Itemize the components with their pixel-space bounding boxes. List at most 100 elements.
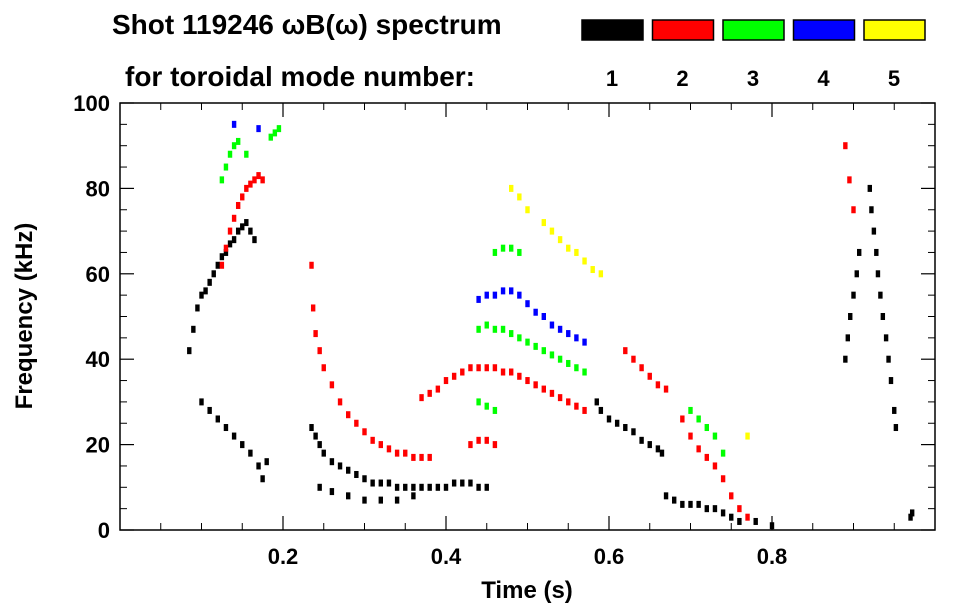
data-point-n2: [468, 364, 473, 372]
data-point-n2: [720, 475, 726, 483]
legend: 1 2 3 4 5: [581, 19, 926, 91]
data-point-n5: [574, 248, 579, 256]
legend-label-4: 4: [817, 66, 830, 91]
data-point-n1: [235, 227, 241, 235]
data-point-n2: [525, 377, 530, 385]
data-point-n2: [219, 261, 225, 269]
data-point-n2: [227, 227, 233, 235]
data-point-n4: [533, 308, 538, 316]
data-point-n1: [411, 483, 416, 491]
legend-label-2: 2: [676, 66, 688, 91]
data-point-n1: [851, 291, 856, 299]
series-n2: [219, 142, 856, 521]
data-point-n1: [215, 261, 220, 269]
data-point-n3: [582, 368, 587, 376]
data-point-n1: [231, 236, 237, 244]
data-point-n1: [346, 466, 351, 474]
data-point-n2: [647, 372, 652, 380]
data-point-n1: [623, 424, 628, 432]
y-tick-label: 40: [86, 347, 110, 372]
legend-label-5: 5: [888, 66, 900, 91]
y-tick-label: 20: [86, 433, 110, 458]
data-point-n1: [260, 475, 265, 483]
data-point-n1: [321, 449, 326, 457]
data-point-n1: [215, 415, 220, 423]
data-point-n1: [443, 483, 449, 491]
data-point-n1: [451, 479, 457, 487]
data-point-n1: [191, 325, 196, 333]
data-point-n1: [346, 492, 351, 500]
data-point-n2: [411, 453, 416, 461]
data-point-n4: [574, 334, 579, 342]
data-point-n2: [851, 206, 856, 214]
data-point-n2: [427, 389, 432, 397]
data-point-n4: [509, 287, 514, 295]
data-point-n2: [419, 453, 424, 461]
data-point-n1: [187, 347, 192, 355]
data-point-n1: [223, 248, 229, 256]
data-point-n3: [509, 330, 514, 338]
y-tick-label: 80: [86, 176, 110, 201]
data-point-n1: [223, 424, 229, 432]
data-point-n4: [566, 330, 571, 338]
data-point-n1: [264, 458, 269, 466]
series-layer: [187, 120, 915, 530]
data-point-n2: [688, 432, 693, 440]
data-point-n3: [484, 321, 489, 329]
data-point-n2: [484, 364, 489, 372]
data-point-n1: [378, 496, 383, 504]
data-point-n3: [492, 248, 498, 256]
data-point-n1: [639, 436, 644, 444]
data-point-n1: [843, 355, 848, 363]
data-point-n2: [346, 411, 351, 419]
data-point-n1: [845, 334, 850, 342]
y-tick-label: 100: [73, 91, 110, 116]
data-point-n2: [468, 441, 473, 449]
plot-frame: [119, 102, 936, 531]
data-point-n2: [476, 364, 481, 372]
data-point-n1: [769, 522, 775, 530]
data-point-n4: [476, 295, 481, 303]
data-point-n3: [476, 398, 481, 406]
data-point-n1: [240, 441, 245, 449]
data-point-n2: [240, 193, 245, 201]
series-n4: [231, 120, 587, 346]
data-point-n2: [655, 381, 661, 389]
data-point-n3: [500, 244, 506, 252]
data-point-n3: [492, 325, 498, 333]
data-point-n2: [435, 385, 441, 393]
chart-subtitle: for toroidal mode number:: [125, 61, 475, 92]
data-point-n1: [329, 488, 335, 496]
data-point-n2: [403, 449, 408, 457]
data-point-n3: [509, 244, 514, 252]
data-point-n2: [745, 513, 750, 521]
data-point-n4: [484, 291, 489, 299]
data-point-n2: [329, 381, 335, 389]
data-point-n1: [427, 483, 432, 491]
data-point-n5: [566, 244, 571, 252]
data-point-n1: [240, 223, 245, 231]
data-point-n1: [880, 313, 886, 320]
data-point-n1: [614, 419, 620, 427]
data-point-n5: [557, 236, 563, 244]
data-point-n1: [848, 313, 853, 320]
data-point-n3: [688, 406, 693, 414]
data-point-n2: [737, 505, 742, 513]
data-point-n1: [874, 248, 879, 256]
data-point-n2: [248, 180, 253, 188]
data-point-n2: [492, 364, 498, 372]
data-point-n5: [582, 257, 587, 265]
legend-swatch-5: [863, 19, 926, 41]
data-point-n2: [557, 394, 563, 402]
data-point-n1: [696, 500, 701, 508]
data-point-n1: [256, 462, 261, 470]
data-point-n5: [745, 432, 750, 440]
data-point-n1: [729, 513, 734, 521]
data-point-n1: [476, 483, 481, 491]
legend-swatch-3: [722, 19, 785, 41]
data-point-n3: [557, 355, 563, 363]
legend-label-1: 1: [606, 66, 618, 91]
data-point-n1: [317, 441, 322, 449]
data-point-n1: [252, 236, 257, 244]
data-point-n1: [248, 449, 253, 457]
